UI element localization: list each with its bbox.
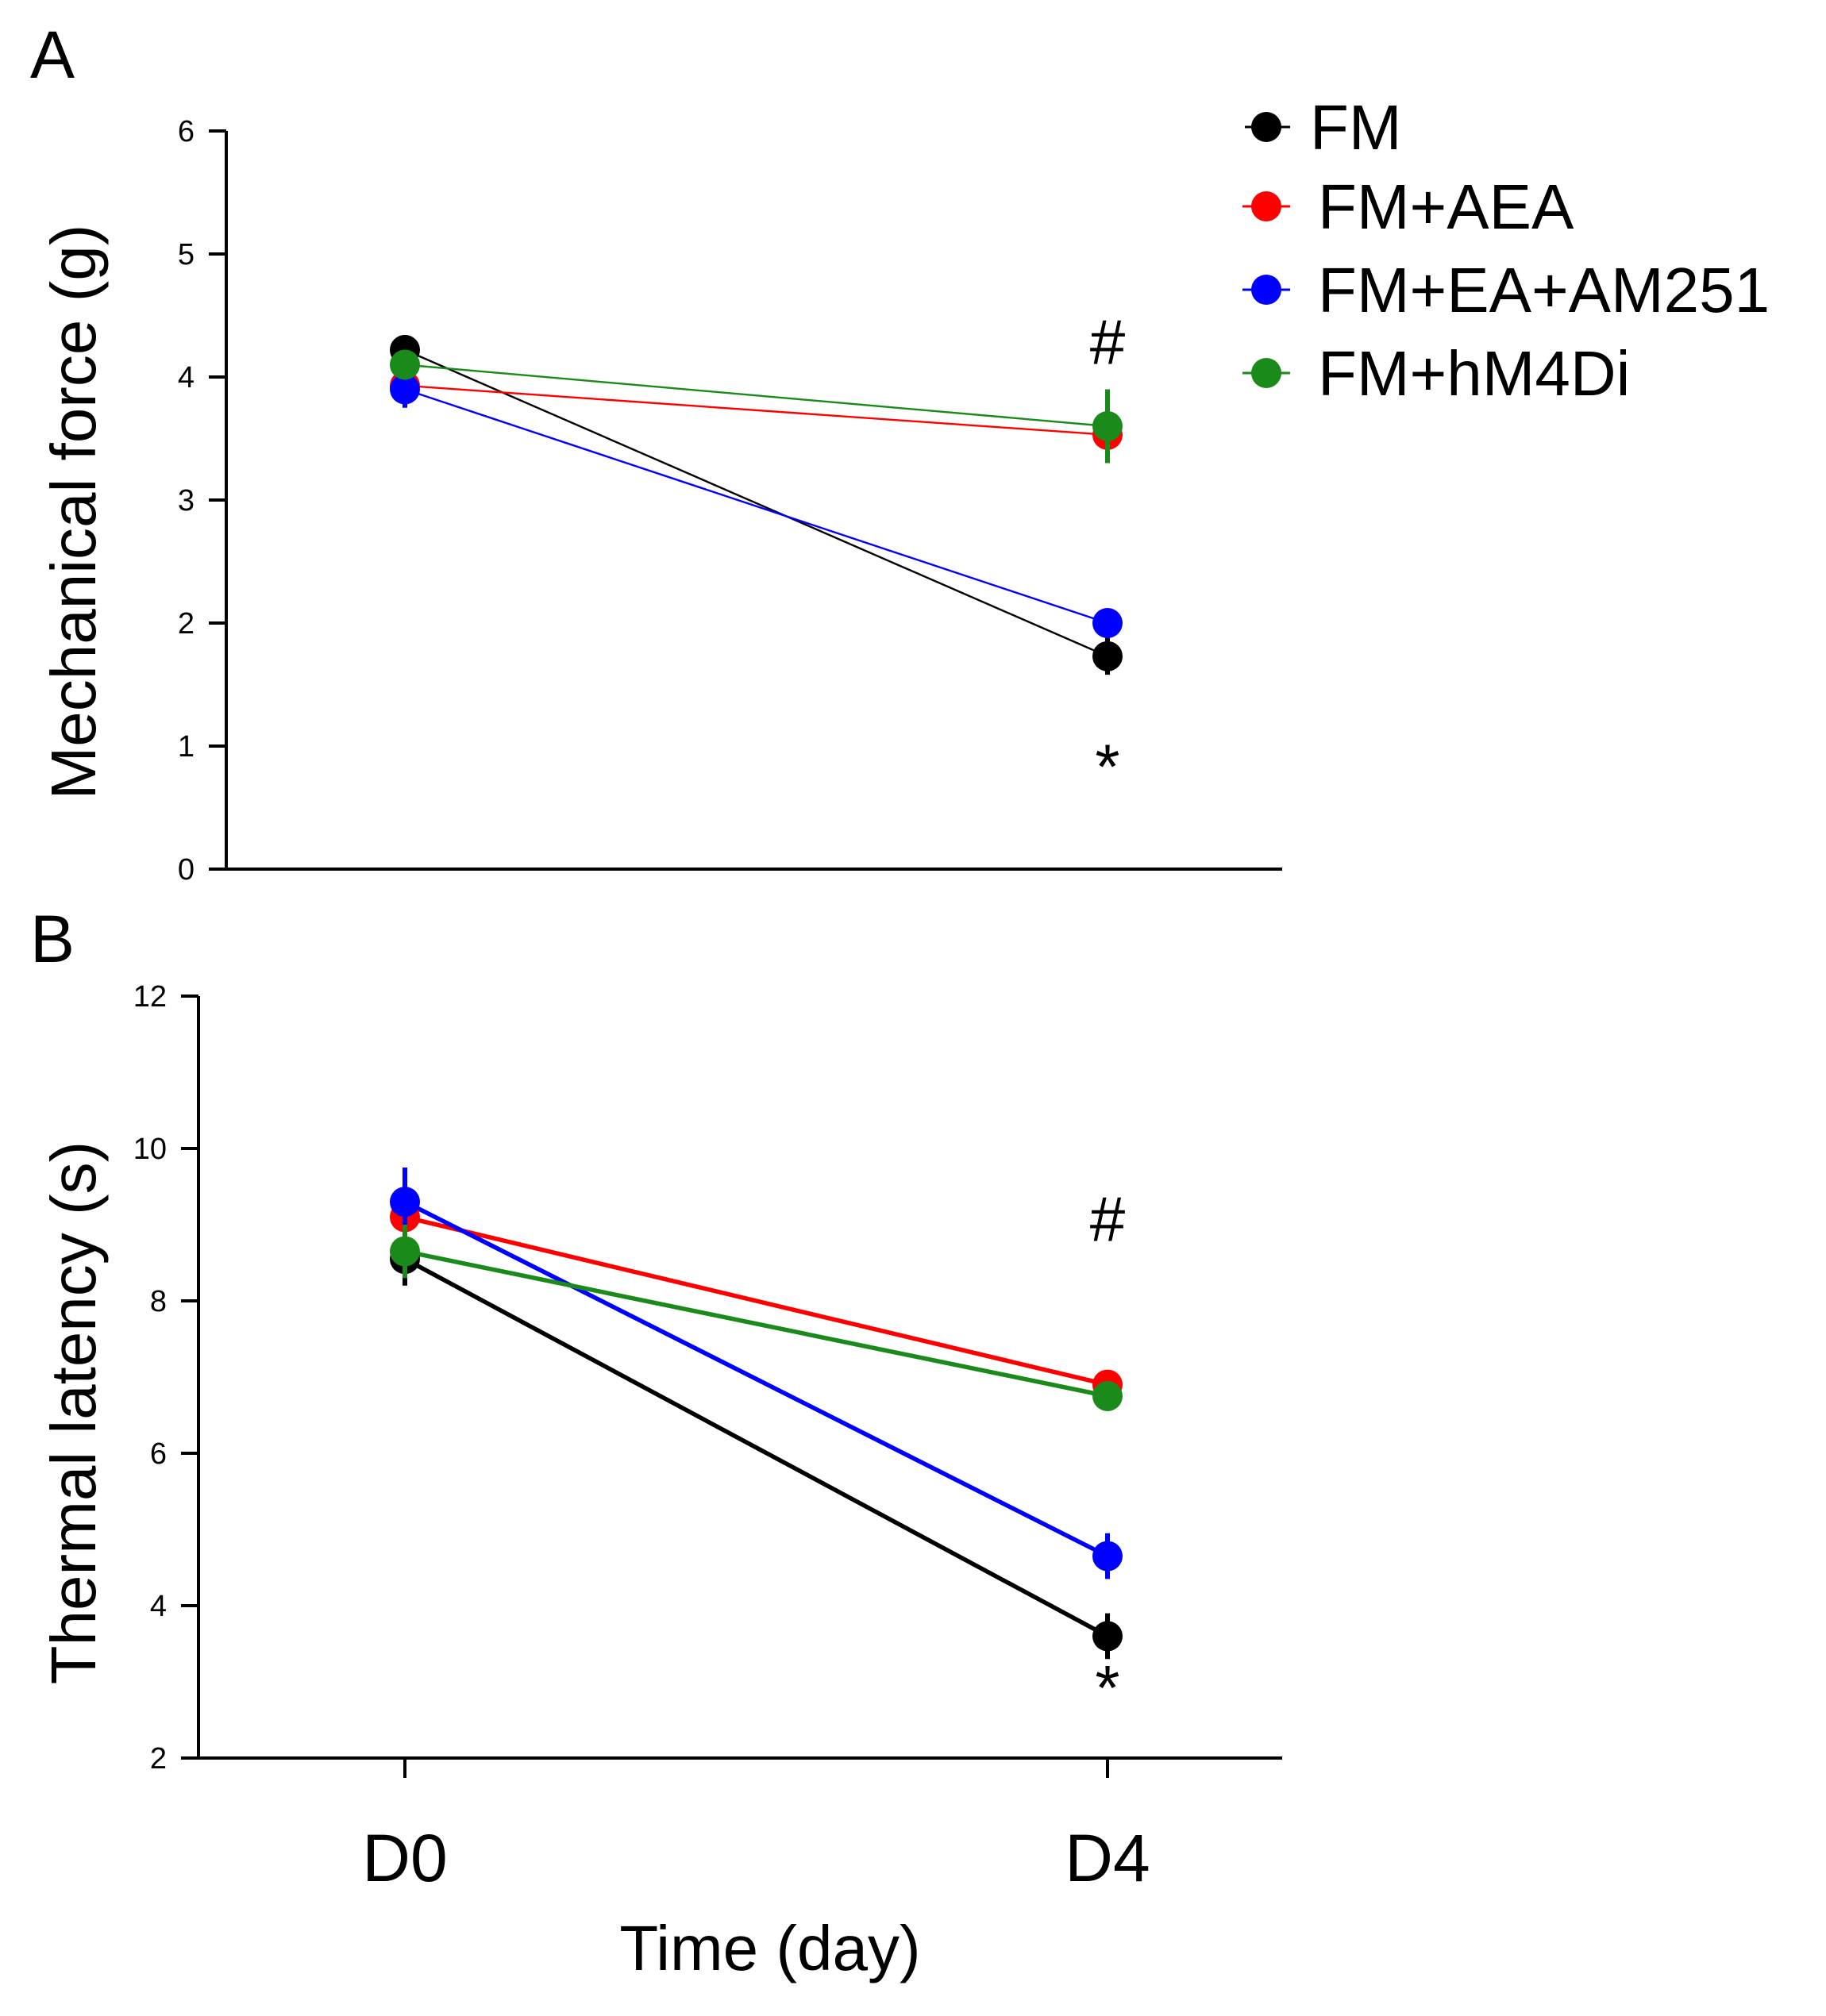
y-axis-label-b: Thermal latency (s) (38, 1141, 109, 1685)
y-tick-label: 3 (178, 484, 195, 517)
y-tick-label: 1 (178, 730, 195, 764)
y-tick-label: 6 (178, 115, 195, 148)
data-point (390, 1236, 420, 1267)
y-tick-label: 12 (133, 980, 167, 1014)
series-line (404, 384, 1108, 437)
data-point (1092, 641, 1123, 671)
legend-label: FM (1310, 92, 1402, 163)
series-line (404, 388, 1108, 625)
series-line (404, 348, 1108, 657)
significance-star: * (1095, 731, 1119, 802)
series-line (403, 1199, 1109, 1559)
series-line (404, 1248, 1108, 1399)
y-tick-label: 0 (178, 853, 195, 887)
data-point (1092, 608, 1123, 638)
data-point (1092, 1541, 1123, 1572)
series-line (404, 364, 1108, 428)
panel-label-a: A (30, 17, 75, 92)
data-point (1092, 411, 1123, 441)
y-tick-label: 2 (150, 1742, 167, 1776)
legend-label: FM+EA+AM251 (1318, 255, 1770, 325)
legend-label: FM+AEA (1318, 171, 1574, 242)
legend-marker (1251, 358, 1281, 388)
x-tick-label: D4 (1065, 1821, 1150, 1895)
y-tick-label: 4 (178, 361, 195, 394)
data-point (1092, 1621, 1123, 1652)
y-tick-label: 8 (150, 1285, 167, 1318)
panel-b-plot: 2 4 6 8 10 12 D0 D4 # * (133, 980, 1282, 1895)
data-point (390, 374, 420, 405)
panel-a-plot: 0 1 2 3 4 5 6 # * (178, 115, 1282, 887)
legend: FM FM+AEA FM+EA+AM251 FM+hM4Di (1242, 92, 1770, 409)
series-line (404, 1214, 1108, 1387)
y-tick-label: 2 (178, 607, 195, 641)
legend-label: FM+hM4Di (1318, 338, 1630, 409)
y-tick-label: 10 (133, 1133, 167, 1166)
data-point (390, 349, 420, 380)
significance-hash: # (1090, 307, 1126, 378)
series-line (403, 1256, 1109, 1638)
legend-marker (1251, 275, 1281, 305)
y-axis-label-a: Mechanical force (g) (38, 225, 109, 800)
significance-star: * (1095, 1652, 1119, 1723)
legend-marker (1251, 191, 1281, 221)
data-point (390, 1187, 420, 1218)
significance-hash: # (1090, 1183, 1126, 1254)
y-tick-label: 4 (150, 1590, 167, 1623)
x-axis-label: Time (day) (619, 1913, 920, 1983)
panel-label-b: B (30, 902, 75, 976)
x-tick-label: D0 (362, 1821, 447, 1895)
data-point (1092, 1381, 1123, 1411)
y-tick-label: 6 (150, 1437, 167, 1471)
legend-marker (1251, 112, 1281, 142)
y-tick-label: 5 (178, 238, 195, 271)
